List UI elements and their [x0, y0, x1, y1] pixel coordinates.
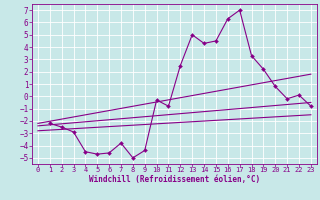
- X-axis label: Windchill (Refroidissement éolien,°C): Windchill (Refroidissement éolien,°C): [89, 175, 260, 184]
